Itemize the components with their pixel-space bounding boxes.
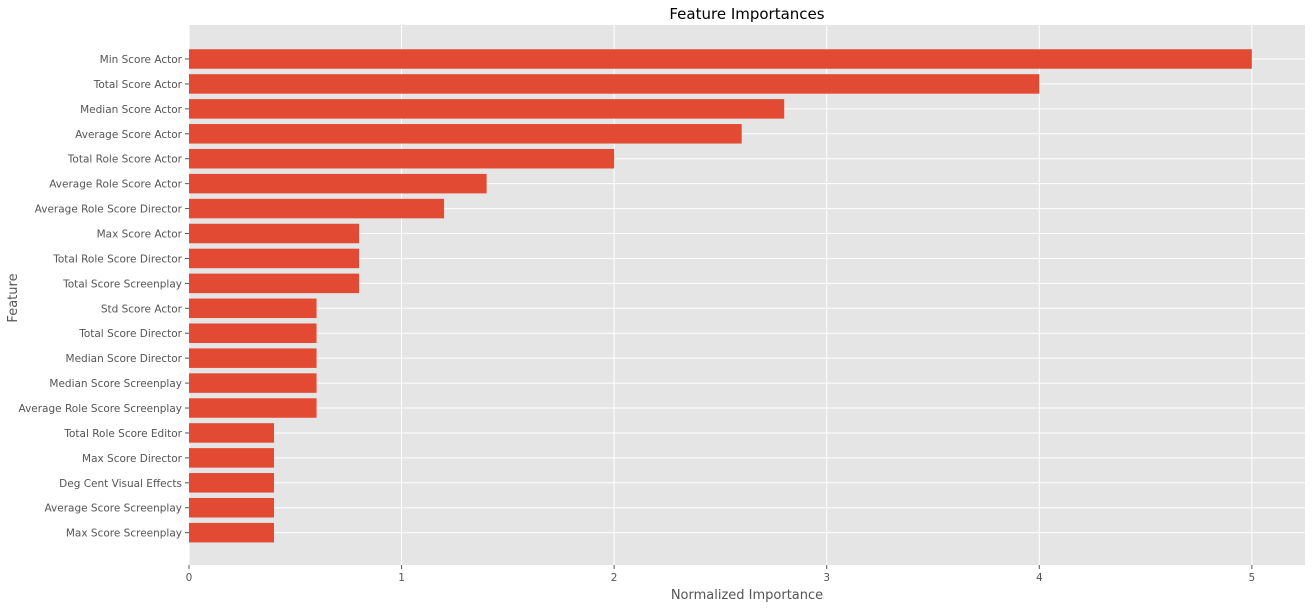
y-tick-label: Max Score Screenplay [66, 528, 182, 540]
chart-title: Feature Importances [669, 5, 824, 23]
x-tick-label: 5 [1249, 572, 1256, 584]
bar [189, 248, 360, 269]
y-tick-label: Min Score Actor [100, 54, 183, 66]
x-axis-ticks: 0 1 2 3 4 5 [186, 565, 1256, 584]
bar [189, 273, 360, 294]
bar [189, 473, 275, 493]
y-tick-label: Average Role Score Screenplay [19, 403, 183, 415]
y-tick-label: Average Role Score Actor [49, 179, 182, 191]
bar [189, 124, 742, 144]
bar [189, 74, 1040, 94]
y-tick-label: Total Role Score Director [52, 253, 182, 265]
bar [189, 348, 317, 368]
y-tick-label: Median Score Actor [80, 104, 183, 116]
bar [189, 423, 275, 443]
y-axis-label: Feature [6, 273, 21, 322]
bars [189, 49, 1252, 543]
bar [189, 522, 275, 543]
bar [189, 323, 317, 343]
y-tick-label: Deg Cent Visual Effects [59, 478, 182, 490]
x-tick-label: 0 [186, 572, 193, 584]
y-tick-label: Median Score Director [66, 353, 183, 365]
x-tick-label: 4 [1036, 572, 1043, 584]
bar [189, 173, 487, 194]
x-tick-label: 2 [611, 572, 618, 584]
y-tick-label: Average Score Actor [75, 129, 183, 141]
bar [189, 198, 445, 219]
y-axis-ticks: Min Score Actor Total Score Actor Median S… [19, 54, 189, 540]
bar [189, 148, 615, 169]
bar [189, 497, 275, 518]
x-tick-label: 3 [823, 572, 830, 584]
bar [189, 398, 317, 418]
bar [189, 298, 317, 319]
bar [189, 49, 1252, 69]
y-tick-label: Std Score Actor [101, 303, 183, 315]
bar [189, 448, 275, 468]
bar [189, 223, 360, 244]
y-tick-label: Max Score Actor [97, 229, 183, 241]
y-tick-label: Total Role Score Editor [63, 428, 182, 440]
y-tick-label: Median Score Screenplay [49, 378, 182, 390]
y-tick-label: Total Score Screenplay [62, 278, 182, 290]
y-tick-label: Average Score Screenplay [44, 503, 182, 515]
bar [189, 99, 785, 119]
bar [189, 373, 317, 393]
y-tick-label: Total Score Director [78, 328, 182, 340]
y-tick-label: Average Role Score Director [35, 204, 183, 216]
y-tick-label: Max Score Director [82, 453, 183, 465]
x-axis-label: Normalized Importance [671, 588, 823, 603]
y-tick-label: Total Score Actor [93, 79, 183, 91]
x-tick-label: 1 [398, 572, 405, 584]
y-tick-label: Total Role Score Actor [67, 154, 183, 166]
